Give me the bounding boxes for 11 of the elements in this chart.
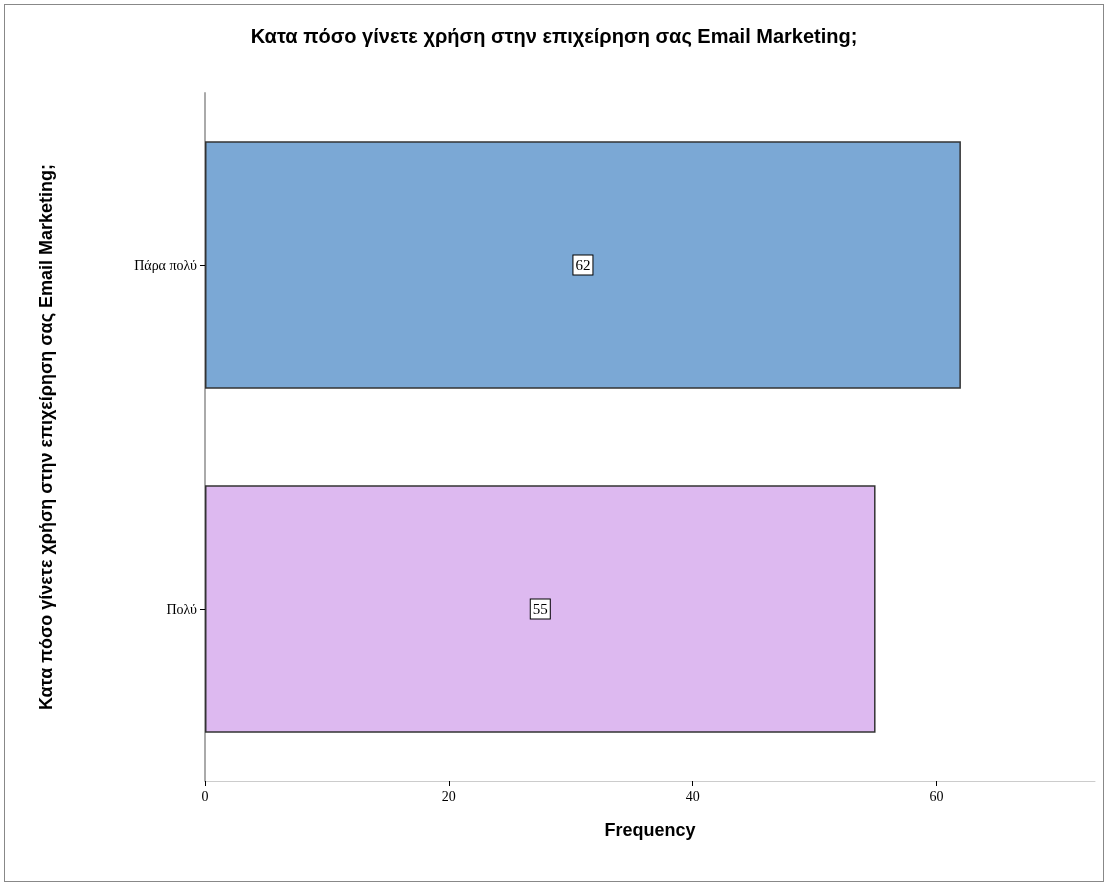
x-tick-label: 0 — [201, 788, 209, 804]
y-tick-label: Πάρα πολύ — [134, 257, 198, 273]
x-tick-label: 60 — [929, 788, 944, 804]
chart-title: Κατα πόσο γίνετε χρήση στην επιχείρηση σας Email Marketing; — [250, 25, 858, 47]
data-label: 62 — [575, 257, 591, 273]
x-axis-title: Frequency — [604, 820, 696, 840]
x-tick-label: 20 — [441, 788, 456, 804]
y-axis-title: Κατα πόσο γίνετε χρήση στην επιχείρηση σας Email Marketing; — [35, 163, 56, 711]
data-label: 55 — [532, 601, 548, 617]
x-tick-label: 40 — [685, 788, 700, 804]
y-tick-label: Πολύ — [166, 601, 198, 617]
